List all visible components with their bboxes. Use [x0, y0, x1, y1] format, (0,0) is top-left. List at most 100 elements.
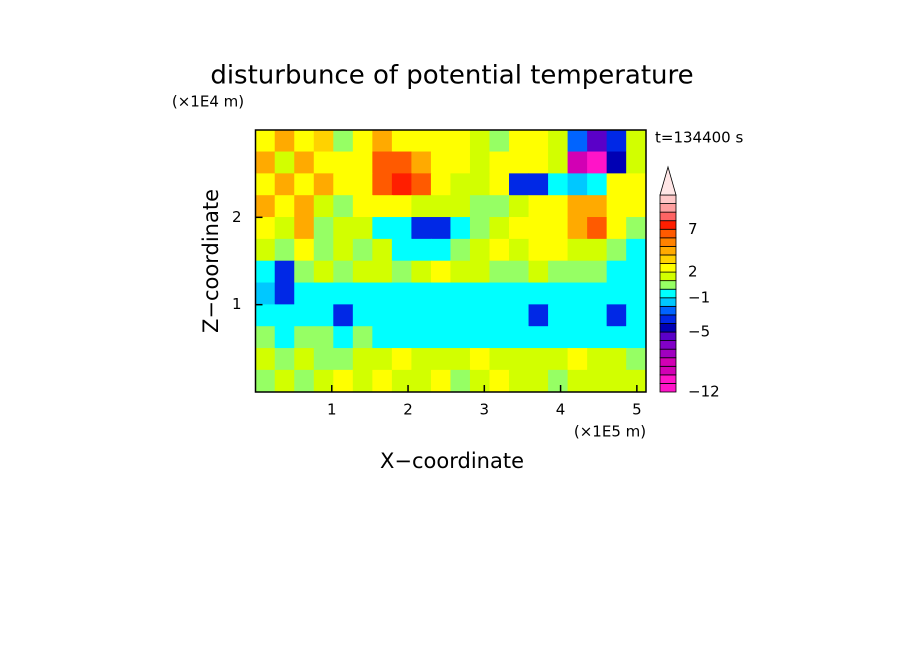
- contour-cell: [469, 326, 491, 349]
- contour-cell: [450, 173, 471, 196]
- contour-cell: [352, 195, 373, 218]
- contour-cell: [333, 151, 354, 174]
- contour-cell: [391, 348, 412, 371]
- colorbar-box: [659, 288, 677, 299]
- contour-cell: [567, 173, 588, 196]
- contour-cell: [587, 282, 608, 305]
- chart-title: disturbunce of potential temperature: [210, 61, 693, 91]
- contour-cell: [294, 238, 315, 262]
- contour-cell: [372, 238, 393, 262]
- colorbar-box: [659, 280, 677, 290]
- contour-cell: [294, 282, 315, 305]
- contour-cell: [294, 260, 315, 284]
- contour-cell: [489, 238, 510, 262]
- contour-cell: [255, 282, 276, 305]
- contour-cell: [411, 217, 432, 240]
- contour-cell: [255, 173, 276, 196]
- contour-cell: [333, 326, 354, 349]
- contour-cell: [430, 369, 452, 392]
- y-axis-label: Z−coordinate: [199, 189, 223, 333]
- contour-cell: [430, 326, 452, 349]
- colorbar-box: [659, 357, 677, 367]
- contour-cell: [294, 304, 315, 327]
- colorbar-box: [659, 194, 677, 204]
- contour-cell: [255, 238, 276, 262]
- contour-cell: [372, 282, 393, 305]
- contour-cell: [391, 130, 412, 153]
- contour-cell: [372, 304, 393, 327]
- contour-cell: [294, 348, 315, 371]
- contour-cell: [313, 238, 334, 262]
- contour-cell: [450, 195, 471, 218]
- colorbar-box: [659, 254, 677, 264]
- contour-cell: [587, 217, 608, 240]
- contour-cell: [489, 326, 510, 349]
- colorbar-box: [659, 365, 677, 376]
- contour-cell: [391, 282, 412, 305]
- colorbar-extension: [659, 165, 677, 196]
- contour-cell: [411, 326, 432, 349]
- contour-cell: [411, 151, 432, 174]
- contour-cell: [548, 130, 569, 153]
- contour-cell: [255, 369, 276, 392]
- colorbar-box: [659, 348, 677, 359]
- contour-cell: [255, 260, 276, 284]
- colorbar-box: [659, 383, 677, 393]
- colorbar-label: −1: [688, 288, 710, 306]
- contour-cell: [450, 260, 471, 284]
- contour-cell: [411, 130, 432, 153]
- contour-cell: [352, 304, 373, 327]
- contour-cell: [255, 217, 276, 240]
- colorbar-box: [659, 271, 677, 282]
- contour-cell: [333, 130, 354, 153]
- contour-cell: [450, 217, 471, 240]
- contour-cell: [528, 326, 549, 349]
- contour-cell: [626, 217, 646, 240]
- contour-cell: [567, 151, 588, 174]
- contour-cell: [548, 195, 569, 218]
- contour-cell: [509, 304, 530, 327]
- contour-cell: [352, 282, 373, 305]
- contour-cell: [606, 282, 627, 305]
- contour-cell: [548, 348, 569, 371]
- contour-cell: [372, 173, 393, 196]
- contour-cell: [469, 369, 491, 392]
- contour-cell: [430, 217, 452, 240]
- contour-cell: [548, 217, 569, 240]
- contour-cell: [606, 304, 627, 327]
- contour-cell: [528, 130, 549, 153]
- contour-cell: [313, 130, 334, 153]
- contour-cell: [313, 195, 334, 218]
- colorbar-box: [659, 323, 677, 333]
- contour-cell: [391, 151, 412, 174]
- contour-cell: [469, 282, 491, 305]
- contour-cell: [509, 217, 530, 240]
- colorbar-box: [659, 211, 677, 222]
- contour-cell: [469, 151, 491, 174]
- contour-cell: [489, 217, 510, 240]
- contour-cell: [333, 173, 354, 196]
- contour-cell: [391, 195, 412, 218]
- contour-cell: [587, 260, 608, 284]
- contour-cell: [469, 130, 491, 153]
- contour-cell: [567, 260, 588, 284]
- contour-cell: [372, 369, 393, 392]
- contour-cell: [528, 369, 549, 392]
- contour-cell: [469, 217, 491, 240]
- contour-cell: [313, 282, 334, 305]
- contour-cell: [274, 238, 295, 262]
- colorbar-box: [659, 314, 677, 324]
- colorbar-box: [659, 340, 677, 350]
- contour-cell: [469, 195, 491, 218]
- colorbar-box: [659, 263, 677, 273]
- contour-cell: [528, 282, 549, 305]
- contour-cell: [313, 326, 334, 349]
- colorbar-label: 7: [688, 220, 698, 238]
- contour-cell: [567, 304, 588, 327]
- contour-cell: [528, 151, 549, 174]
- colorbar-box: [659, 228, 677, 239]
- contour-cell: [548, 304, 569, 327]
- contour-cell: [587, 348, 608, 371]
- contour-cell: [313, 348, 334, 371]
